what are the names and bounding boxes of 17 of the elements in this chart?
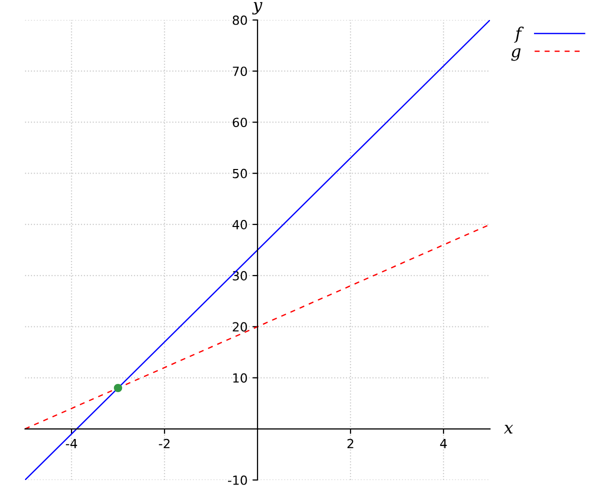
x-tick-label: -2 (158, 438, 170, 448)
y-axis-title: y (252, 2, 262, 14)
y-tick-label: -10 (228, 475, 247, 485)
x-tick-label: 2 (347, 438, 354, 448)
y-tick-label: 20 (232, 322, 247, 332)
y-tick-label: 30 (232, 271, 247, 280)
x-tick-label: 4 (440, 438, 447, 448)
x-tick-label: -4 (66, 438, 78, 448)
y-tick-label: 50 (232, 168, 247, 178)
y-tick-label: 10 (233, 373, 247, 383)
y-tick-label: 80 (232, 15, 247, 25)
legend-label: g (511, 48, 521, 61)
x-axis-title: x (504, 424, 514, 434)
y-tick-label: 70 (232, 66, 247, 76)
y-tick-label: 40 (232, 220, 247, 230)
y-tick-label: 60 (232, 118, 247, 128)
legend-label: f (514, 26, 524, 43)
